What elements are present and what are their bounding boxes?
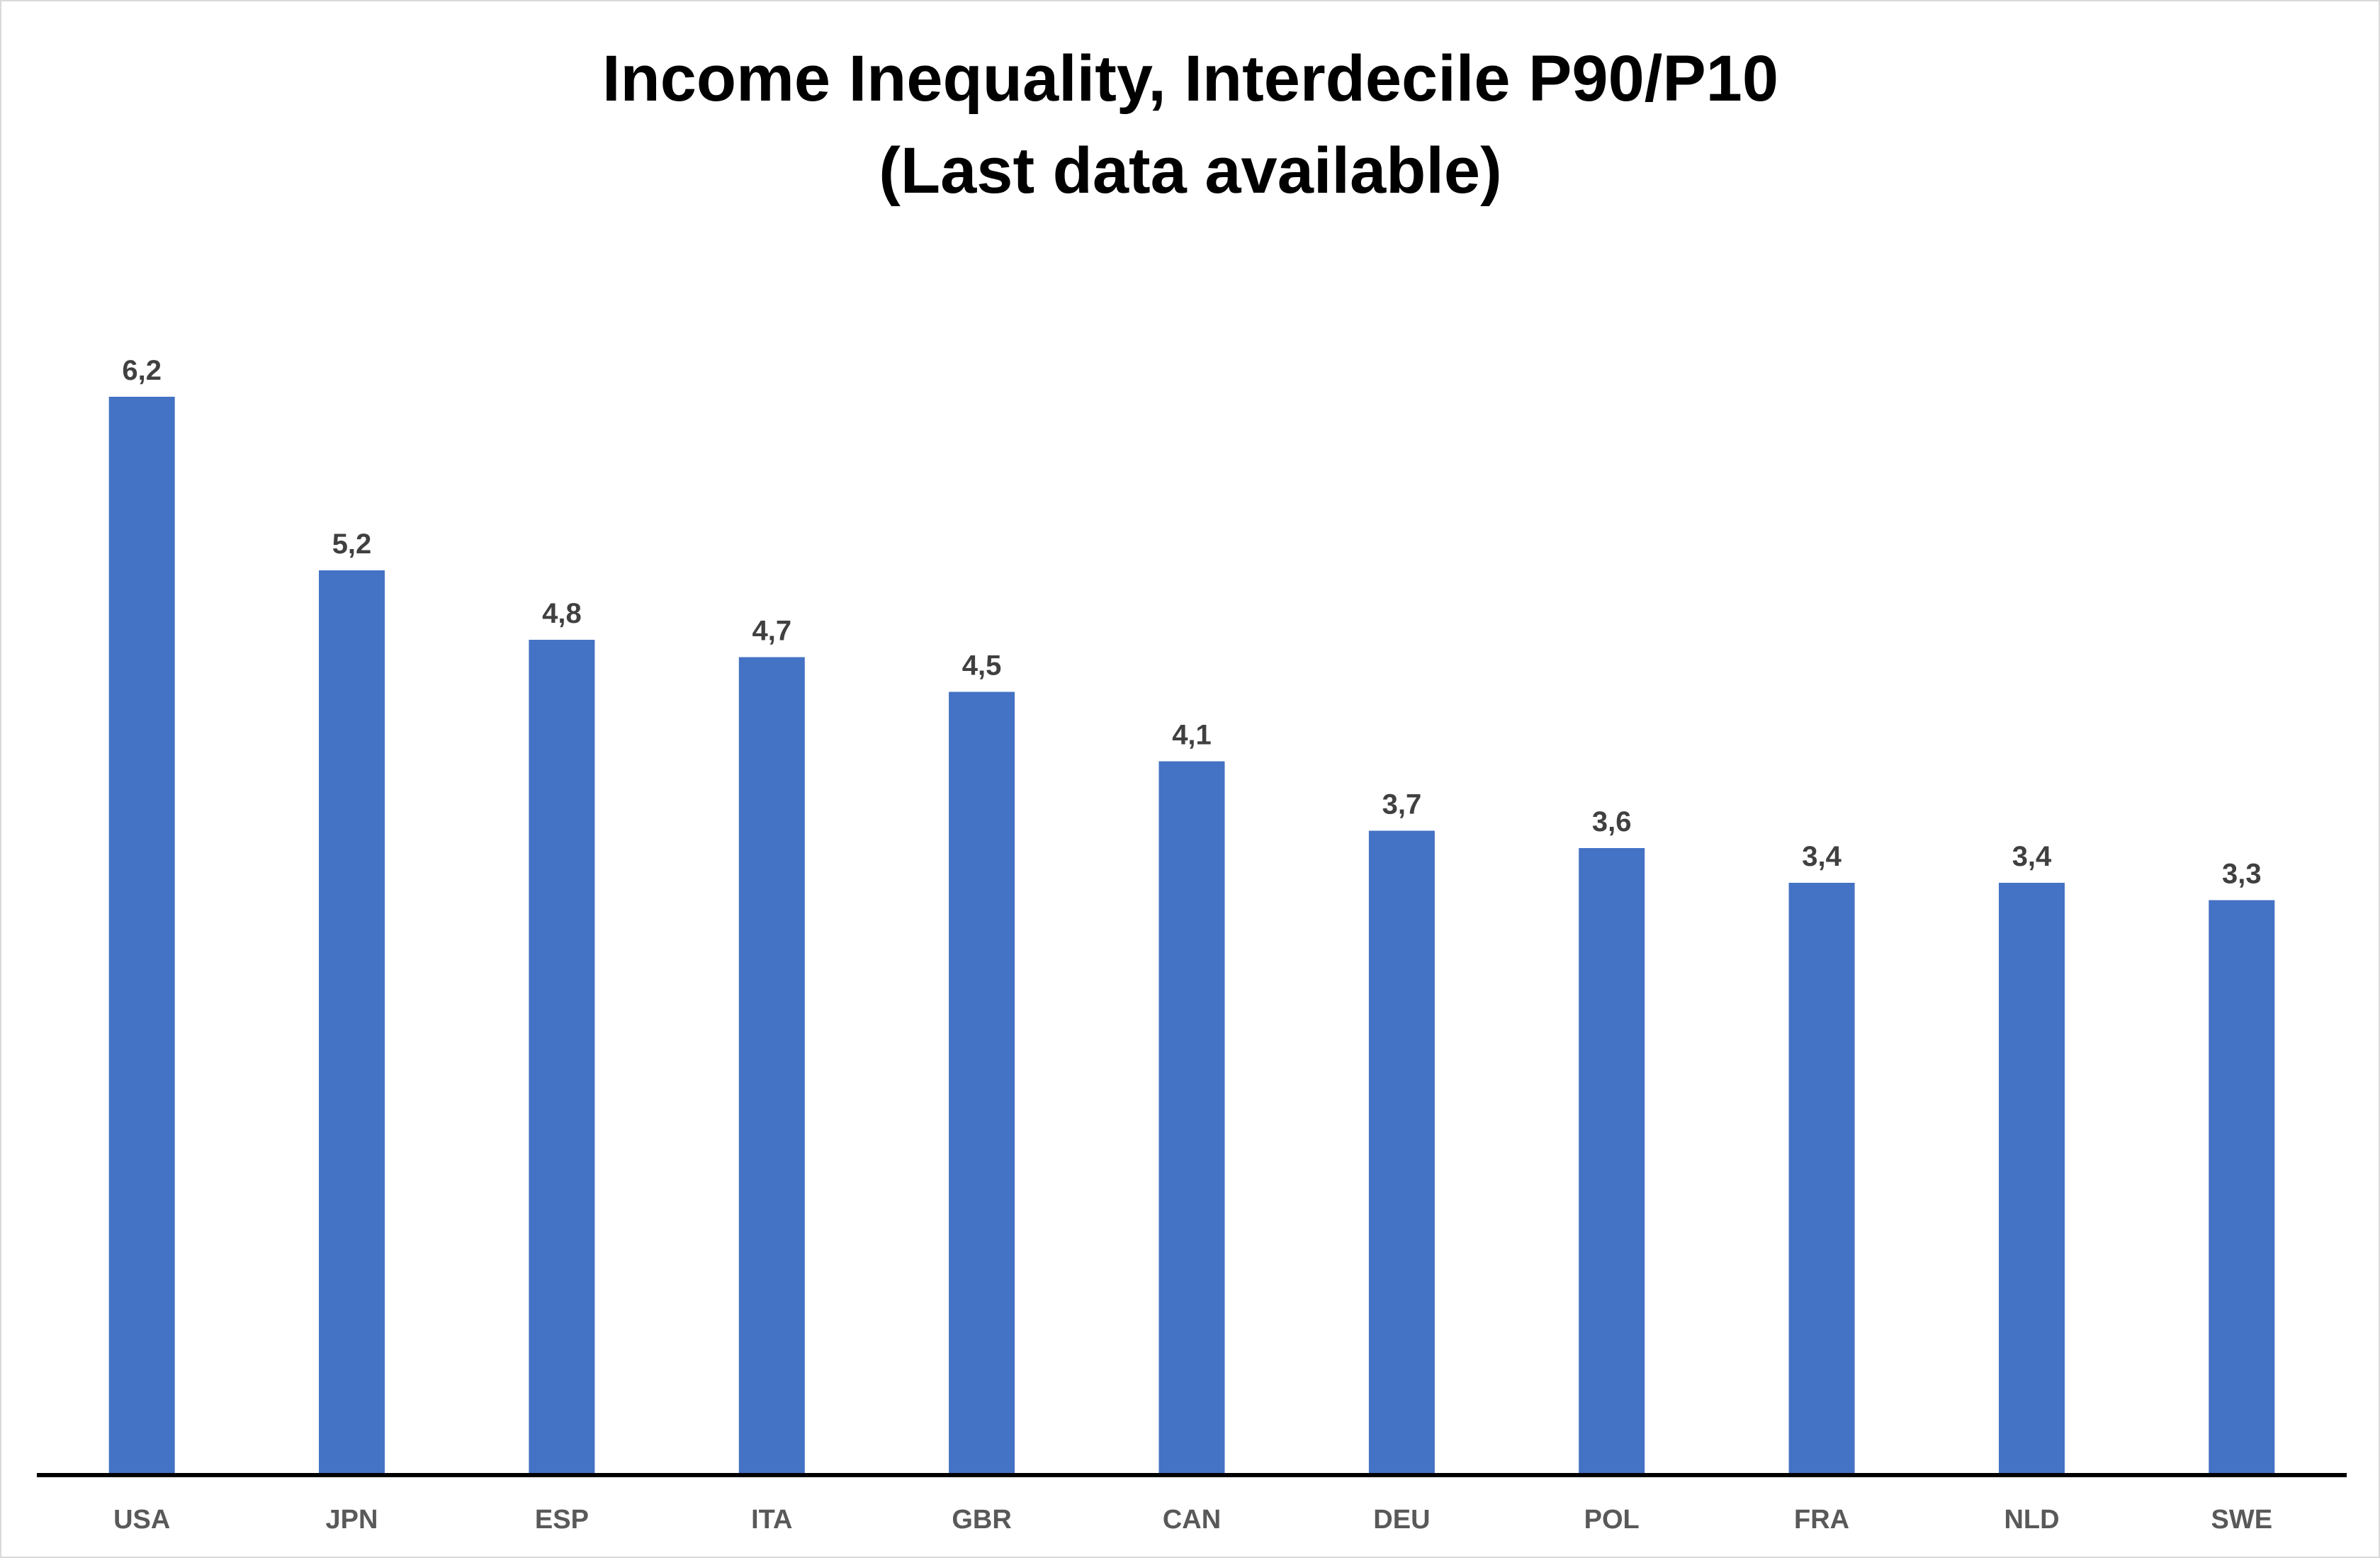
tick-label-usa: USA <box>113 1505 170 1535</box>
data-label-jpn: 5,2 <box>332 529 372 560</box>
bar-fra <box>1788 883 1855 1473</box>
tick-label-swe: SWE <box>2211 1505 2273 1535</box>
bar-usa <box>108 397 175 1473</box>
tick-label-deu: DEU <box>1373 1505 1430 1535</box>
data-label-deu: 3,7 <box>1382 789 1422 820</box>
tick-label-gbr: GBR <box>952 1505 1011 1535</box>
bar-ita <box>738 657 805 1473</box>
data-label-ita: 4,7 <box>752 616 791 647</box>
bar-deu <box>1368 830 1435 1473</box>
tick-label-esp: ESP <box>535 1505 589 1535</box>
tick-label-can: CAN <box>1163 1505 1221 1535</box>
data-label-swe: 3,3 <box>2222 859 2262 890</box>
chart-title: Income Inequality, Interdecile P90/P10 <box>602 43 1778 115</box>
data-label-esp: 4,8 <box>542 598 582 629</box>
bar-gbr <box>949 691 1015 1473</box>
chart-subtitle: (Last data available) <box>879 135 1501 207</box>
tick-label-nld: NLD <box>2004 1505 2059 1535</box>
data-label-nld: 3,4 <box>2012 841 2052 872</box>
tick-label-pol: POL <box>1584 1505 1640 1535</box>
bar-nld <box>1999 883 2065 1473</box>
data-label-usa: 6,2 <box>122 355 162 386</box>
bar-esp <box>529 640 595 1473</box>
bars-layer <box>108 397 2275 1473</box>
data-label-pol: 3,6 <box>1592 806 1632 837</box>
data-label-gbr: 4,5 <box>962 650 1002 682</box>
bar-jpn <box>319 570 385 1473</box>
bar-swe <box>2209 900 2275 1473</box>
tick-label-jpn: JPN <box>326 1505 378 1535</box>
x-axis-tick-labels: USA JPN ESP ITA GBR CAN DEU POL FRA NLD SWE <box>113 1505 2272 1535</box>
tick-label-fra: FRA <box>1794 1505 1849 1535</box>
bar-pol <box>1579 848 1645 1473</box>
data-label-fra: 3,4 <box>1802 841 1842 872</box>
data-label-can: 4,1 <box>1172 720 1212 751</box>
bar-can <box>1158 761 1225 1473</box>
tick-label-ita: ITA <box>751 1505 792 1535</box>
data-labels-layer: 6,2 5,2 4,8 4,7 4,5 4,1 3,7 3,6 3,4 3,4 3,3 <box>122 355 2261 890</box>
